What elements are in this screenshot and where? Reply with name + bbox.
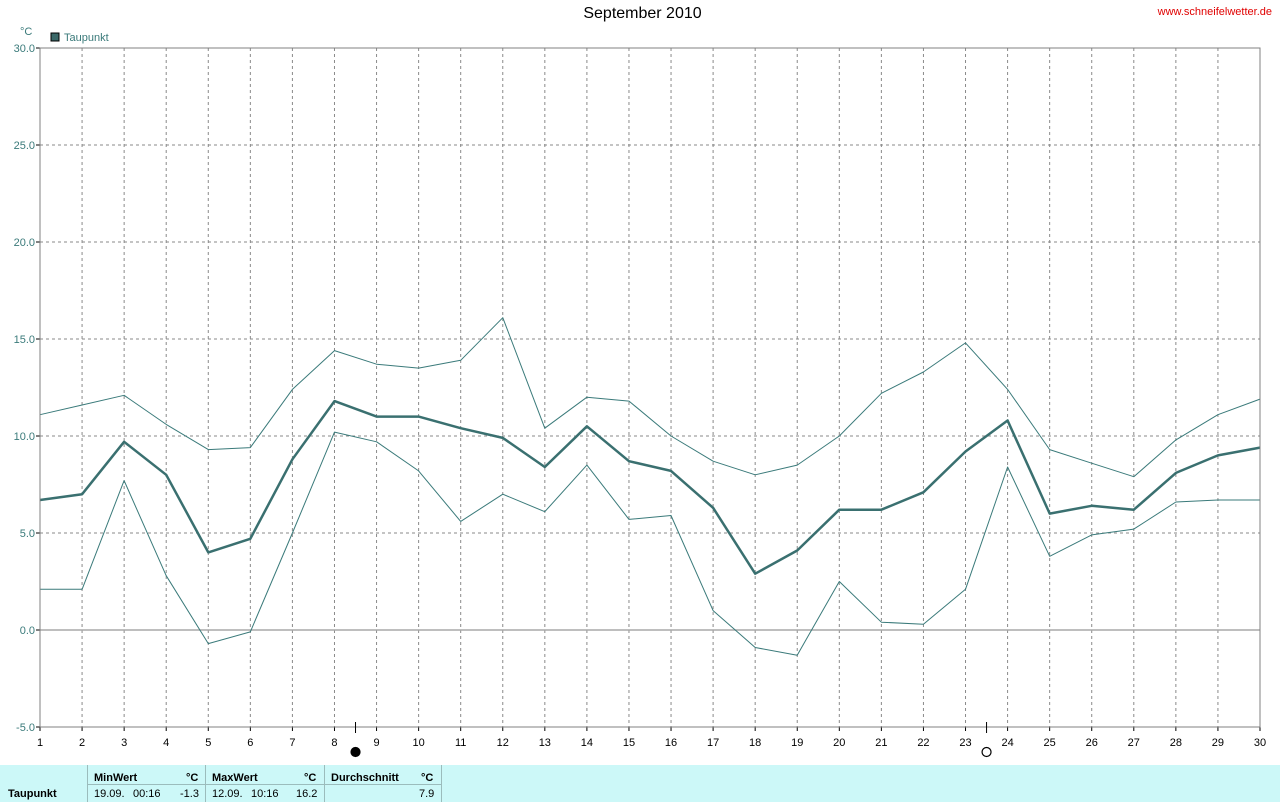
y-tick-label: 30.0: [14, 43, 35, 55]
y-tick-label: 10.0: [14, 431, 35, 443]
y-unit-label: °C: [20, 26, 32, 38]
max-time: 10:16: [251, 788, 279, 800]
max-unit: °C: [304, 772, 317, 784]
moon-phases: [350, 722, 992, 758]
y-tick-label: 15.0: [14, 334, 35, 346]
min-date: 19.09.: [94, 788, 125, 800]
x-tick-label: 26: [1086, 737, 1098, 749]
x-tick-label: 10: [412, 737, 424, 749]
x-tick-label: 7: [289, 737, 295, 749]
x-tick-label: 5: [205, 737, 211, 749]
max-value: 16.2: [296, 788, 318, 800]
avg-value: 7.9: [419, 788, 435, 800]
legend: Taupunkt: [50, 32, 109, 44]
y-tick-label: 25.0: [14, 140, 35, 152]
x-tick-label: 14: [581, 737, 593, 749]
y-tick-label: 20.0: [14, 237, 35, 249]
x-tick-label: 27: [1128, 737, 1140, 749]
y-tick-label: 0.0: [20, 625, 35, 637]
x-tick-label: 8: [331, 737, 337, 749]
footer-separator: [87, 765, 88, 802]
x-tick-label: 18: [749, 737, 761, 749]
min-unit: °C: [186, 772, 199, 784]
x-tick-label: 15: [623, 737, 635, 749]
site-link[interactable]: www.schneifelwetter.de: [1157, 6, 1272, 18]
series-line-taupunkt: [39, 399, 1261, 575]
plot-frame: [39, 47, 1261, 728]
x-tick-label: 16: [665, 737, 677, 749]
x-tick-label: 29: [1212, 737, 1224, 749]
axes: 1 2 3 4 5 6 7 8 9 10 11 12 13 14 15 16 17 18 19 20 21 22 23 24 2…: [14, 43, 1267, 749]
min-time: 00:16: [133, 788, 161, 800]
footer-separator: [205, 765, 206, 802]
x-tick-label: 4: [163, 737, 169, 749]
x-tick-label: 30: [1254, 737, 1266, 749]
y-tick-label: 5.0: [20, 528, 35, 540]
legend-label: Taupunkt: [64, 32, 109, 44]
min-header: MinWert: [94, 772, 138, 784]
grid: [40, 48, 1260, 727]
series-line-range: [40, 431, 1260, 656]
chart-area: 1 2 3 4 5 6 7 8 9 10 11 12 13 14 15 16 17 18 19 20 21 22 23 24 2…: [14, 26, 1267, 758]
x-tick-label: 28: [1170, 737, 1182, 749]
x-tick-label: 11: [455, 737, 466, 749]
avg-unit: °C: [421, 772, 434, 784]
legend-swatch: [50, 32, 60, 42]
footer-row-label: Taupunkt: [8, 788, 57, 800]
footer-divider: [87, 784, 442, 785]
x-tick-label: 24: [1001, 737, 1013, 749]
stats-footer: Taupunkt MinWert °C 19.09. 00:16 -1.3 Ma…: [0, 765, 1280, 802]
series-line-range: [39, 317, 1261, 478]
x-tick-label: 25: [1044, 737, 1056, 749]
x-tick-label: 21: [875, 737, 887, 749]
x-tick-label: 23: [959, 737, 971, 749]
x-tick-label: 22: [917, 737, 929, 749]
footer-separator: [324, 765, 325, 802]
x-tick-label: 6: [247, 737, 253, 749]
avg-header: Durchschnitt: [331, 772, 399, 784]
new-moon-icon: [350, 746, 361, 758]
x-tick-label: 3: [121, 737, 127, 749]
x-tick-label: 19: [791, 737, 803, 749]
x-tick-label: 2: [79, 737, 85, 749]
chart-title: September 2010: [583, 5, 702, 22]
x-tick-label: 13: [539, 737, 551, 749]
x-tick-label: 1: [37, 737, 43, 749]
footer-separator: [441, 765, 442, 802]
max-header: MaxWert: [212, 772, 258, 784]
max-date: 12.09.: [212, 788, 243, 800]
full-moon-icon: [981, 746, 992, 758]
min-value: -1.3: [180, 788, 199, 800]
x-tick-label: 12: [497, 737, 509, 749]
x-tick-label: 9: [373, 737, 379, 749]
x-tick-label: 17: [707, 737, 719, 749]
series-lines: [39, 317, 1261, 656]
x-tick-label: 20: [833, 737, 845, 749]
y-tick-label: -5.0: [16, 722, 35, 734]
